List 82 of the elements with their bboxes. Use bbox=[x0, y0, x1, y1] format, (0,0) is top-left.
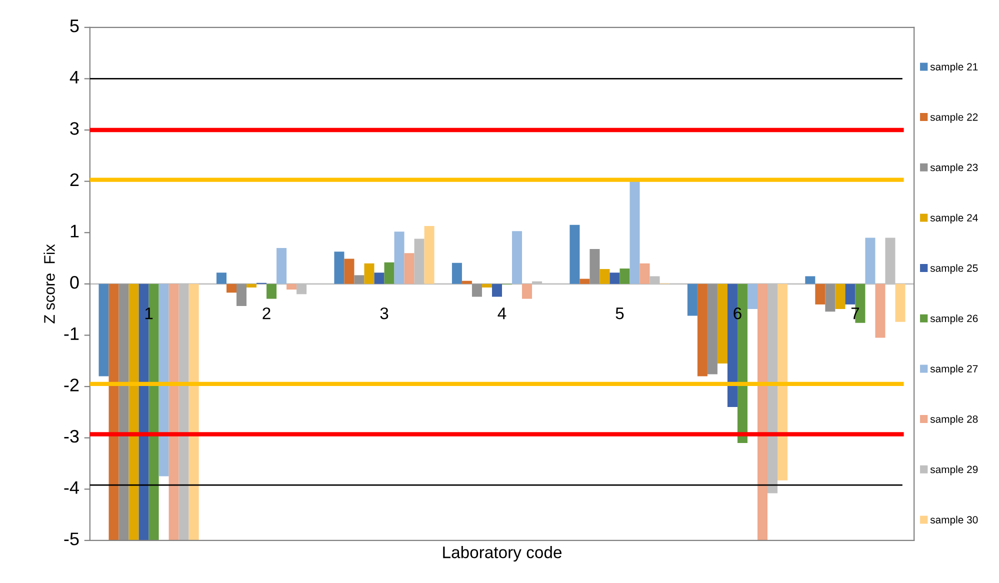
x-tick-label: 3 bbox=[380, 307, 388, 320]
bar bbox=[276, 248, 287, 284]
x-tick-label: 4 bbox=[498, 308, 506, 320]
legend-label: sample 30 bbox=[930, 516, 978, 526]
legend-label: sample 23 bbox=[930, 163, 978, 174]
bar bbox=[815, 284, 826, 304]
bar bbox=[168, 284, 179, 540]
bar bbox=[640, 263, 650, 284]
y-tick-label: -5 bbox=[64, 532, 79, 546]
x-tick-label: 6 bbox=[734, 307, 742, 320]
bar bbox=[875, 284, 886, 338]
legend-label: sample 27 bbox=[930, 364, 978, 375]
bar bbox=[334, 252, 344, 284]
bar bbox=[717, 284, 728, 364]
bar bbox=[108, 284, 119, 540]
y-tick-label: -3 bbox=[64, 430, 79, 443]
bar bbox=[492, 284, 502, 297]
bar bbox=[825, 284, 836, 312]
y-axis-title: Z score Fix bbox=[44, 244, 55, 324]
y-tick-label: 5 bbox=[70, 20, 79, 32]
bar bbox=[128, 284, 139, 540]
legend-label: sample 25 bbox=[930, 264, 978, 274]
bar bbox=[354, 275, 364, 284]
bar bbox=[845, 284, 856, 304]
y-tick-label: -1 bbox=[64, 327, 79, 340]
bar bbox=[522, 284, 532, 299]
legend-label: sample 28 bbox=[930, 415, 978, 425]
y-tick-label: 4 bbox=[70, 70, 79, 84]
bar bbox=[246, 284, 257, 288]
bar bbox=[266, 284, 277, 299]
bar bbox=[512, 231, 522, 284]
bar bbox=[216, 272, 226, 284]
bar bbox=[118, 284, 129, 540]
x-axis-title: Laboratory code bbox=[443, 546, 562, 562]
bar bbox=[580, 278, 590, 284]
bar bbox=[394, 232, 404, 284]
bar bbox=[778, 284, 788, 480]
y-tick-label: -4 bbox=[64, 481, 79, 494]
bar bbox=[590, 249, 600, 284]
bar bbox=[620, 268, 630, 284]
bar bbox=[404, 253, 414, 284]
bar bbox=[98, 284, 109, 376]
bar bbox=[895, 284, 906, 322]
bar bbox=[472, 284, 482, 297]
bar bbox=[697, 284, 708, 376]
bar bbox=[600, 269, 610, 284]
legend-label: sample 29 bbox=[930, 466, 978, 476]
bar bbox=[805, 276, 816, 284]
legend-label: sample 22 bbox=[930, 113, 978, 123]
bar bbox=[865, 238, 876, 284]
bar bbox=[835, 284, 846, 310]
x-tick-label: 5 bbox=[616, 308, 624, 320]
y-tick-label: 1 bbox=[70, 224, 79, 238]
bar bbox=[236, 284, 247, 306]
bar bbox=[226, 284, 236, 293]
bar bbox=[757, 284, 768, 540]
bar bbox=[188, 284, 199, 540]
bar bbox=[452, 262, 462, 284]
x-tick-label: 1 bbox=[145, 308, 153, 320]
y-tick-label: 2 bbox=[70, 173, 79, 186]
bar bbox=[687, 284, 698, 316]
bar bbox=[570, 224, 580, 284]
y-tick-label: 0 bbox=[70, 276, 79, 289]
bar bbox=[462, 280, 472, 284]
bar bbox=[610, 272, 620, 284]
bar bbox=[384, 262, 394, 284]
bar bbox=[374, 272, 384, 284]
bar bbox=[286, 284, 297, 290]
y-tick-label: -2 bbox=[64, 378, 79, 392]
bar bbox=[707, 284, 718, 374]
bar bbox=[630, 181, 640, 284]
bar bbox=[364, 263, 374, 284]
legend-label: sample 21 bbox=[930, 62, 978, 73]
legend-label: sample 26 bbox=[930, 314, 978, 324]
legend-label: sample 24 bbox=[930, 214, 978, 224]
bar bbox=[482, 284, 492, 288]
bar bbox=[747, 284, 758, 310]
x-tick-label: 2 bbox=[262, 307, 270, 320]
y-tick-label: 3 bbox=[70, 122, 79, 135]
bar bbox=[424, 226, 434, 284]
bar bbox=[158, 284, 169, 476]
bar bbox=[344, 258, 354, 284]
